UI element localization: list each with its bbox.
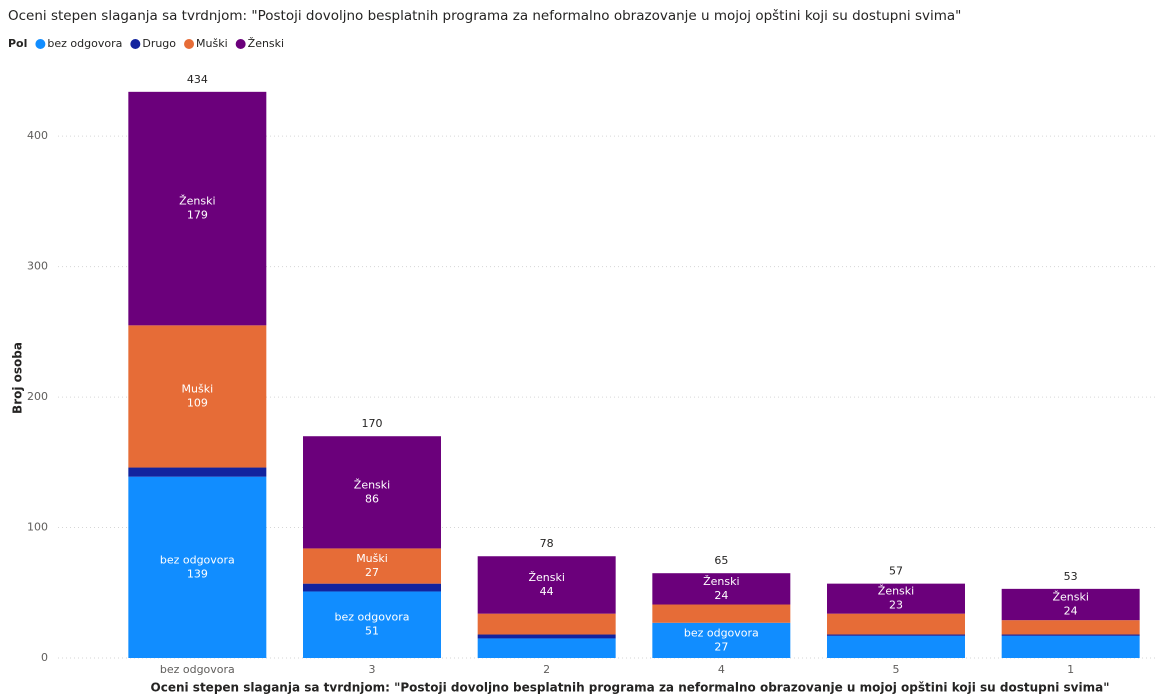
legend-label: Muški bbox=[196, 37, 228, 50]
bar-segment bbox=[303, 548, 441, 584]
bar-segment bbox=[303, 583, 441, 592]
segment-label-name: Ženski bbox=[354, 478, 390, 491]
bar-segment bbox=[827, 635, 965, 658]
segment-label-name: bez odgovora bbox=[684, 626, 759, 639]
bar-segment bbox=[1001, 634, 1140, 636]
bar-segment bbox=[652, 604, 791, 623]
segment-label-value: 27 bbox=[365, 566, 379, 579]
total-label: 434 bbox=[187, 73, 208, 86]
legend-swatch bbox=[235, 39, 246, 49]
segment-label-name: Ženski bbox=[703, 575, 739, 588]
legend-title: Pol bbox=[8, 37, 27, 50]
segment-label-value: 44 bbox=[540, 585, 554, 598]
chart-title: Oceni stepen slaganja sa tvrdnjom: "Post… bbox=[8, 8, 961, 24]
segment-label-name: Ženski bbox=[179, 195, 215, 208]
bar-segment bbox=[128, 325, 267, 468]
segment-label-value: 51 bbox=[365, 625, 379, 638]
x-tick-label: 5 bbox=[893, 663, 900, 676]
bar-segment bbox=[128, 467, 267, 477]
bar-segment bbox=[477, 556, 616, 614]
bar-segment bbox=[477, 638, 616, 658]
bar-segment bbox=[128, 91, 267, 326]
segment-label-name: Ženski bbox=[878, 585, 914, 598]
segment-label-value: 24 bbox=[1064, 605, 1078, 618]
bar-segment bbox=[303, 436, 441, 549]
total-label: 53 bbox=[1064, 570, 1078, 583]
legend-swatch bbox=[184, 39, 195, 49]
y-tick-label: 100 bbox=[27, 521, 48, 534]
bar-segment bbox=[652, 573, 791, 605]
x-tick-label: 2 bbox=[543, 663, 550, 676]
y-tick-label: 300 bbox=[27, 260, 48, 273]
segment-label-name: Muški bbox=[182, 382, 214, 395]
segment-label-value: 179 bbox=[187, 209, 208, 222]
legend-label: Drugo bbox=[142, 37, 176, 50]
segment-label-value: 24 bbox=[714, 589, 728, 602]
legend-swatch bbox=[35, 39, 46, 49]
bar-segment bbox=[1001, 588, 1140, 621]
segment-label-value: 27 bbox=[714, 640, 728, 653]
x-tick-label: 4 bbox=[718, 663, 725, 676]
total-label: 57 bbox=[889, 565, 903, 578]
segment-label-value: 23 bbox=[889, 599, 903, 612]
total-label: 65 bbox=[714, 554, 728, 567]
bar-segment bbox=[477, 634, 616, 639]
y-axis-title: Broj osoba bbox=[11, 342, 25, 414]
y-tick-label: 400 bbox=[27, 129, 48, 142]
y-tick-label: 200 bbox=[27, 390, 48, 403]
x-tick-label: bez odgovora bbox=[160, 663, 235, 676]
segment-label-name: bez odgovora bbox=[160, 553, 235, 566]
total-label: 78 bbox=[540, 537, 554, 550]
x-axis-title: Oceni stepen slaganja sa tvrdnjom: "Post… bbox=[151, 681, 1110, 695]
bar-segment bbox=[1001, 635, 1140, 658]
segment-label-name: Ženski bbox=[1052, 591, 1088, 604]
bar-segment bbox=[652, 622, 791, 658]
x-tick-label: 3 bbox=[369, 663, 376, 676]
bar-segment bbox=[827, 634, 965, 636]
bar-segment bbox=[303, 591, 441, 658]
bar-segment bbox=[128, 476, 267, 658]
legend-label: Ženski bbox=[248, 37, 284, 50]
bar-segment bbox=[1001, 620, 1140, 635]
segment-label-value: 86 bbox=[365, 492, 379, 505]
bar-segment bbox=[477, 613, 616, 635]
x-tick-label: 1 bbox=[1067, 663, 1074, 676]
segment-label-value: 109 bbox=[187, 396, 208, 409]
bar-segment bbox=[827, 583, 965, 614]
segment-label-name: Muški bbox=[356, 552, 388, 565]
bar-segment bbox=[827, 613, 965, 635]
y-tick-label: 0 bbox=[41, 651, 48, 664]
legend-swatch bbox=[130, 39, 141, 49]
segment-label-name: bez odgovora bbox=[335, 611, 410, 624]
legend-label: bez odgovora bbox=[47, 37, 122, 50]
segment-label-name: Ženski bbox=[528, 571, 564, 584]
segment-label-value: 139 bbox=[187, 567, 208, 580]
total-label: 170 bbox=[362, 417, 383, 430]
